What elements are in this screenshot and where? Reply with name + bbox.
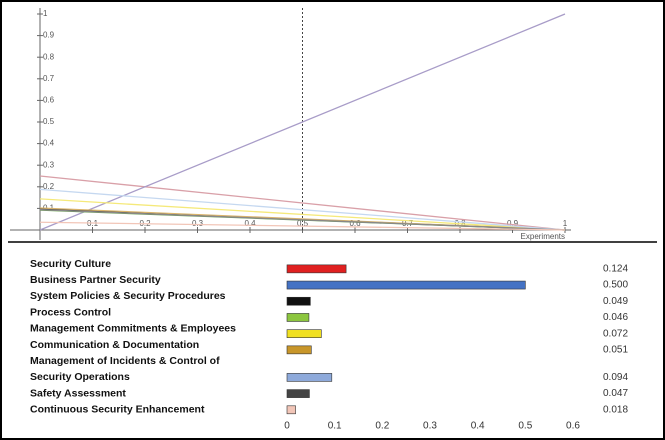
value-label: 0.051 xyxy=(603,345,628,356)
y-tick-label: 0.8 xyxy=(43,52,55,61)
bar xyxy=(286,345,312,355)
line xyxy=(39,221,566,231)
x-tick-label: 0.9 xyxy=(507,219,519,228)
category-label: Communication & Documentation xyxy=(30,339,199,351)
x-tick-label: 0.2 xyxy=(375,421,389,432)
bar xyxy=(286,296,311,306)
value-label: 0.500 xyxy=(603,280,628,291)
value-label: 0.094 xyxy=(603,372,628,383)
y-tick-label: 0.6 xyxy=(43,96,55,105)
x-tick-label: 0.3 xyxy=(423,421,437,432)
x-tick-label: 0.1 xyxy=(328,421,342,432)
category-label: Continuous Security Enhancement xyxy=(30,404,205,416)
x-tick-label: 0.4 xyxy=(244,219,256,228)
value-label: 0.072 xyxy=(603,328,628,339)
x-tick-label: 0.4 xyxy=(471,421,485,432)
bar xyxy=(286,280,526,290)
x-tick-label: 0.6 xyxy=(566,421,580,432)
line xyxy=(39,188,566,231)
x-tick-label: 0.6 xyxy=(349,219,361,228)
line xyxy=(39,209,566,231)
bar xyxy=(286,313,310,322)
category-label: Management of Incidents & Control of xyxy=(30,355,220,367)
category-label: Security Operations xyxy=(30,371,130,383)
y-tick-label: 1 xyxy=(43,9,48,18)
value-label: 0.047 xyxy=(603,388,628,399)
bar xyxy=(286,264,347,274)
x-tick-label: 1 xyxy=(563,219,568,228)
category-label: Safety Assessment xyxy=(30,387,126,399)
x-tick-label: 0.5 xyxy=(518,421,532,432)
y-tick-label: 0.7 xyxy=(43,74,55,83)
value-label: 0.046 xyxy=(603,312,628,323)
category-label: Security Culture xyxy=(30,258,111,270)
y-tick-label: 0.4 xyxy=(43,139,55,148)
bar xyxy=(286,389,310,398)
bar xyxy=(286,405,296,415)
value-label: 0.049 xyxy=(603,296,628,307)
x-tick-label: 0 xyxy=(284,421,290,432)
y-tick-label: 0.3 xyxy=(43,160,55,169)
category-label: Process Control xyxy=(30,306,111,318)
x-axis-label: Experiments xyxy=(521,232,565,241)
category-label: Management Commitments & Employees xyxy=(30,323,236,335)
y-tick-label: 0.2 xyxy=(43,182,55,191)
line xyxy=(39,175,566,231)
x-tick-label: 0.3 xyxy=(192,219,204,228)
line xyxy=(39,13,566,231)
value-label: 0.018 xyxy=(603,404,628,415)
y-tick-label: 0.5 xyxy=(43,117,55,126)
bar xyxy=(286,373,333,382)
x-tick-label: 0.5 xyxy=(297,219,309,228)
y-tick-label: 0.9 xyxy=(43,31,55,40)
category-label: Business Partner Security xyxy=(30,274,161,286)
line xyxy=(39,198,566,231)
value-label: 0.124 xyxy=(603,264,628,275)
bar xyxy=(286,329,322,338)
category-label: System Policies & Security Procedures xyxy=(30,290,226,302)
